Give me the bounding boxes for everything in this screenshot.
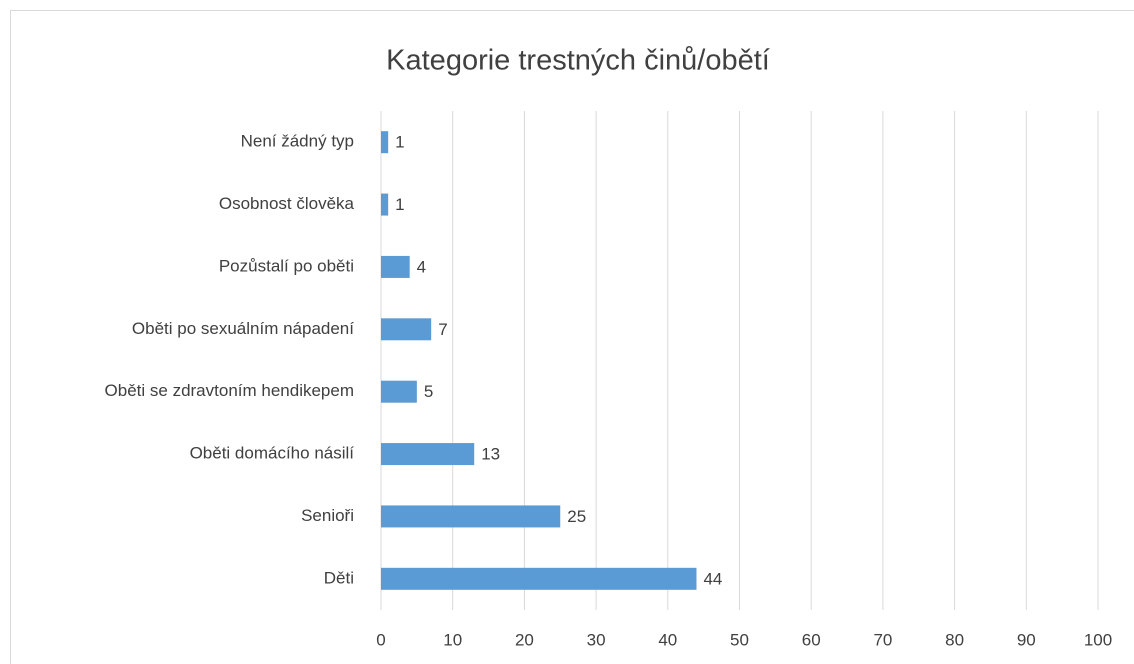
x-tick-label: 20 <box>515 630 534 649</box>
x-tick-label: 90 <box>1017 630 1036 649</box>
x-tick-label: 40 <box>658 630 677 649</box>
x-tick-label: 10 <box>443 630 462 649</box>
y-tick-label: Senioři <box>301 506 354 525</box>
data-label: 44 <box>703 569 722 588</box>
y-tick-label: Oběti po sexuálním nápadení <box>132 319 354 338</box>
bar <box>381 505 561 528</box>
x-tick-label: 70 <box>873 630 892 649</box>
bar <box>381 443 475 466</box>
bar <box>381 131 389 154</box>
y-tick-label: Pozůstalí po oběti <box>219 256 354 275</box>
y-tick-label: Osobnost člověka <box>219 194 355 213</box>
chart-frame <box>10 10 1134 664</box>
x-tick-label: 60 <box>802 630 821 649</box>
data-label: 25 <box>567 507 586 526</box>
data-label: 13 <box>481 445 500 464</box>
y-tick-label: Oběti domácího násilí <box>190 444 355 463</box>
data-label: 1 <box>395 195 404 214</box>
data-label: 7 <box>438 320 447 339</box>
x-tick-label: 50 <box>730 630 749 649</box>
y-tick-label: Není žádný typ <box>241 132 354 151</box>
bar <box>381 255 410 278</box>
data-label: 1 <box>395 133 404 152</box>
x-tick-label: 80 <box>945 630 964 649</box>
x-tick-label: 30 <box>587 630 606 649</box>
bar <box>381 380 417 403</box>
data-label: 4 <box>417 257 426 276</box>
bar <box>381 193 389 216</box>
bar <box>381 318 432 341</box>
bar <box>381 567 697 590</box>
y-tick-label: Oběti se zdravtoním hendikepem <box>105 381 354 400</box>
chart-title: Kategorie trestných činů/obětí <box>386 45 770 77</box>
data-label: 5 <box>424 382 433 401</box>
x-tick-label: 100 <box>1084 630 1112 649</box>
y-tick-label: Děti <box>324 568 354 587</box>
x-tick-label: 0 <box>376 630 385 649</box>
